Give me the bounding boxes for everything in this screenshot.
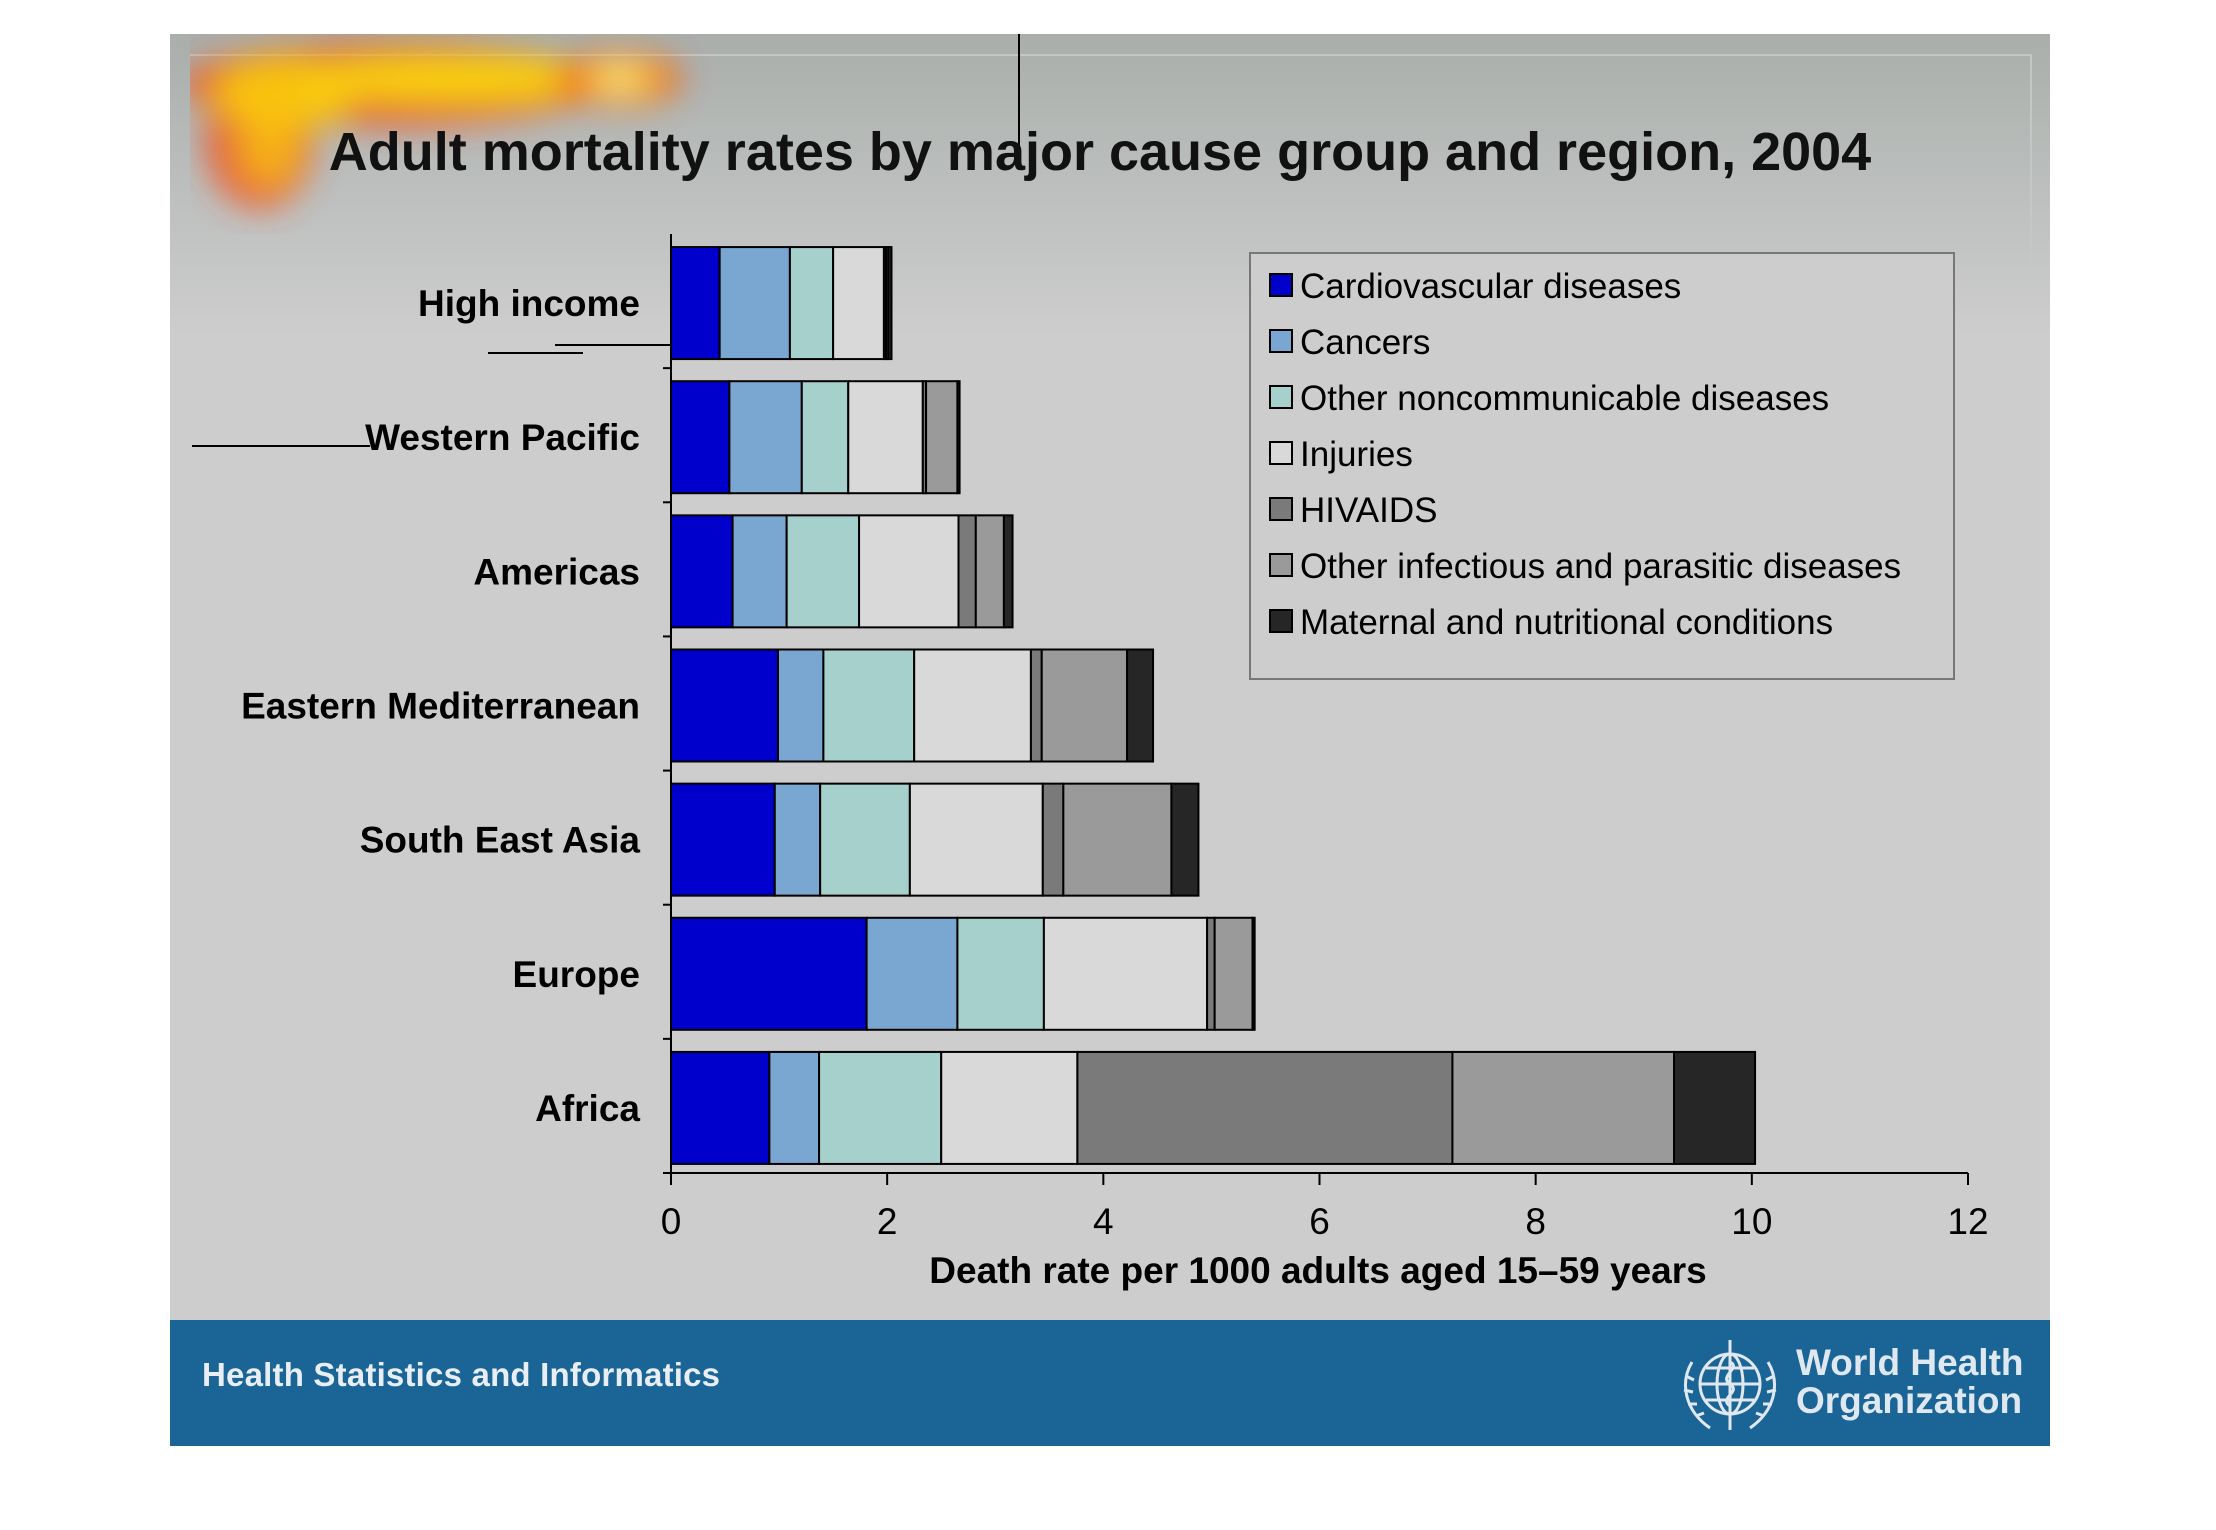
annotation-line	[1018, 34, 1020, 146]
legend-label: Cardiovascular diseases	[1300, 267, 1681, 306]
legend-box	[1249, 252, 1955, 680]
who-logo-line1: World Health	[1796, 1342, 2024, 1383]
bar-segment	[847, 380, 924, 495]
category-label: Africa	[535, 1088, 640, 1129]
x-axis: 0 2 4 6 8 10 12	[661, 234, 1989, 1242]
footer-department-label: Health Statistics and Informatics	[202, 1356, 721, 1393]
bar-segment	[940, 1050, 1079, 1165]
legend-label: HIVAIDS	[1300, 491, 1437, 530]
bar-segment	[777, 648, 825, 763]
legend-swatch	[1269, 553, 1293, 577]
bar-segment	[1062, 782, 1173, 897]
bar-segment	[1042, 916, 1209, 1031]
bar-segment	[858, 514, 960, 629]
bar-segment	[908, 782, 1044, 897]
bar-segment	[1002, 514, 1014, 629]
x-tick-label: 8	[1525, 1201, 1546, 1242]
bar-segment	[1673, 1050, 1757, 1165]
bar-segment	[670, 246, 721, 361]
x-axis-label: Death rate per 1000 adults aged 15–59 ye…	[929, 1250, 1706, 1291]
banner-frame	[190, 54, 2032, 266]
who-logo-text: World Health Organization	[1796, 1344, 2024, 1420]
bar-segment	[822, 648, 916, 763]
bar-segment	[670, 1050, 771, 1165]
bar-segment	[956, 916, 1045, 1031]
bar-segment	[832, 246, 885, 361]
bar-segment	[925, 380, 959, 495]
bar-segment	[800, 380, 850, 495]
bar-segment	[1213, 916, 1254, 1031]
bar-segment	[887, 246, 893, 361]
legend-label: Injuries	[1300, 435, 1413, 474]
footer-bar: Health Statistics and Informatics World …	[170, 1320, 2050, 1446]
legend-swatch	[1269, 329, 1293, 353]
bar-segment	[670, 916, 868, 1031]
legend-swatch	[1269, 609, 1293, 633]
bar-segment	[785, 514, 861, 629]
bar-segment	[818, 1050, 943, 1165]
category-label: High income	[418, 283, 640, 324]
bar-segment	[1126, 648, 1155, 763]
category-label: Americas	[473, 551, 640, 592]
bar-segment	[957, 514, 977, 629]
bar-segment	[670, 648, 780, 763]
bar-segment	[728, 380, 803, 495]
category-label: Western Pacific	[365, 417, 640, 458]
annotation-line	[488, 352, 583, 354]
bar-segment	[956, 380, 961, 495]
bar-segment	[718, 246, 791, 361]
bar-segment	[1076, 1050, 1454, 1165]
bar-segment	[773, 782, 822, 897]
x-tick-label: 4	[1093, 1201, 1114, 1242]
chart-title: Adult mortality rates by major cause gro…	[329, 122, 1871, 182]
legend-label: Other noncommunicable diseases	[1300, 379, 1829, 418]
legend-swatch	[1269, 273, 1293, 297]
bar-segment	[1206, 916, 1216, 1031]
bar-segment	[1251, 916, 1256, 1031]
x-tick-label: 2	[877, 1201, 898, 1242]
legend: Cardiovascular diseases Cancers Other nonc…	[1249, 252, 1955, 680]
x-tick-label: 10	[1731, 1201, 1772, 1242]
category-label: Europe	[513, 954, 640, 995]
bar-segment	[670, 514, 734, 629]
bar-segment	[1040, 648, 1129, 763]
category-label: South East Asia	[360, 820, 641, 861]
bar-segment	[1029, 648, 1043, 763]
bar-segment	[865, 916, 959, 1031]
bar-segment	[1041, 782, 1065, 897]
legend-label: Maternal and nutritional conditions	[1300, 603, 1833, 642]
annotation-line	[192, 445, 370, 447]
category-label: Eastern Mediterranean	[241, 686, 640, 727]
who-emblem-icon	[1683, 1340, 1777, 1430]
legend-swatch	[1269, 441, 1293, 465]
bar-segment	[670, 782, 776, 897]
bar-segment	[670, 380, 731, 495]
bar-segment	[1451, 1050, 1676, 1165]
x-tick-label: 6	[1309, 1201, 1330, 1242]
legend-label: Other infectious and parasitic diseases	[1300, 547, 1901, 586]
legend-swatch	[1269, 497, 1293, 521]
bar-segment	[974, 514, 1005, 629]
x-tick-label: 0	[661, 1201, 682, 1242]
x-tick-label: 12	[1947, 1201, 1988, 1242]
legend-label: Cancers	[1300, 323, 1430, 362]
who-logo-line2: Organization	[1796, 1380, 2023, 1421]
legend-swatch	[1269, 385, 1293, 409]
bar-segment	[819, 782, 911, 897]
bar-segment	[1170, 782, 1200, 897]
bar-segment	[731, 514, 788, 629]
bar-segment	[913, 648, 1032, 763]
bar-segment	[788, 246, 835, 361]
plot-area: High income Western Pacific Americas Easter…	[241, 246, 1757, 1165]
bar-segment	[768, 1050, 821, 1165]
